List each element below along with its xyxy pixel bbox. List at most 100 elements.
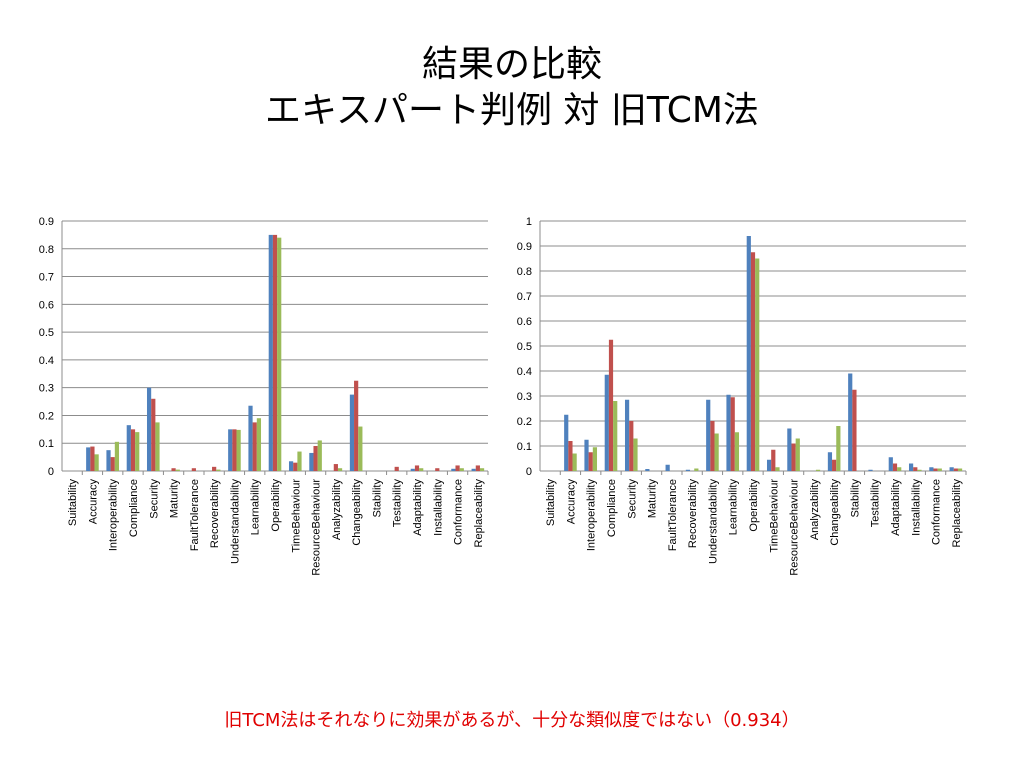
x-tick-label: TimeBehaviour — [290, 479, 302, 553]
y-tick-label: 0 — [48, 466, 54, 478]
x-tick-label: Replaceability — [473, 479, 485, 548]
bar — [171, 468, 176, 471]
bar — [734, 432, 740, 471]
bar — [795, 438, 800, 471]
x-tick-label: Adaptability — [890, 479, 902, 536]
x-tick-label: Stability — [849, 479, 861, 518]
bar — [297, 451, 302, 471]
bar — [937, 468, 942, 471]
bar — [584, 439, 589, 471]
x-tick-label: Security — [148, 479, 160, 519]
y-tick-label: 0.8 — [39, 244, 54, 256]
x-tick-label: Security — [626, 479, 638, 519]
bar — [604, 374, 609, 471]
x-tick-label: Stability — [371, 479, 383, 518]
bar — [710, 421, 715, 471]
conclusion-note: 旧TCM法はそれなりに効果があるが、十分な類似度ではない（0.934） — [224, 710, 800, 731]
bar — [155, 422, 160, 471]
bar — [746, 236, 751, 471]
bar — [114, 441, 120, 471]
y-tick-label: 0.6 — [517, 316, 532, 328]
y-tick-label: 0.5 — [39, 327, 54, 339]
bar — [771, 449, 776, 471]
bar — [888, 457, 893, 471]
bar — [471, 468, 476, 471]
x-tick-label: Installability — [432, 479, 444, 536]
title-line-2: エキスパート判例 対 旧TCM法 — [265, 90, 759, 131]
x-tick-label: Learnability — [728, 479, 740, 536]
bar — [135, 432, 140, 471]
x-tick-label: Analyzability — [331, 479, 343, 541]
bar — [694, 468, 699, 471]
chart-expert-vs-old-tcm-right: 0 0.1 0.2 0.3 0.4 0.5 0.6 0.7 0.8 0.9 1 Suitability… — [517, 216, 967, 576]
bar — [451, 468, 456, 471]
bar — [613, 401, 618, 471]
x-tick-label: Suitability — [67, 479, 79, 527]
bar — [277, 237, 282, 471]
bar — [309, 452, 314, 471]
bar — [791, 443, 796, 471]
chart-expert-vs-old-tcm-left: 0 0.1 0.2 0.3 0.4 0.5 0.6 0.7 0.8 0.9 Suitability A… — [39, 216, 489, 576]
y-tick-label: 0.8 — [517, 266, 532, 278]
bar — [714, 433, 719, 471]
bar — [435, 468, 440, 471]
x-tick-label: Accuracy — [87, 479, 99, 525]
bar — [175, 469, 180, 471]
y-tick-label: 0.9 — [39, 216, 54, 228]
bar — [106, 450, 111, 471]
y-tick-label: 0 — [526, 466, 532, 478]
bar — [288, 461, 294, 471]
bar — [146, 387, 152, 471]
bar — [848, 373, 853, 471]
bar — [852, 389, 857, 471]
bar — [608, 339, 614, 471]
x-tick-label: Testability — [392, 479, 404, 528]
bar — [908, 463, 914, 471]
x-tick-label: Interoperability — [586, 479, 598, 552]
y-tick-label: 0.9 — [517, 241, 532, 253]
x-tick-label: Suitability — [545, 479, 557, 527]
bar — [750, 252, 756, 471]
bar — [394, 466, 399, 471]
bar — [815, 469, 821, 471]
x-tick-label: Conformance — [453, 479, 465, 545]
bar — [268, 234, 273, 471]
bar — [272, 234, 278, 471]
bar — [706, 399, 711, 471]
bar — [126, 425, 131, 471]
x-tick-label: Understandability — [707, 479, 719, 564]
bar — [572, 453, 577, 471]
bar — [897, 467, 902, 471]
x-tick-label: ResourceBehaviour — [789, 479, 801, 576]
y-tick-label: 0.3 — [517, 391, 532, 403]
x-tick-label: Replaceability — [951, 479, 963, 548]
bar — [588, 452, 593, 471]
bar — [358, 426, 363, 471]
bar — [787, 428, 792, 471]
x-tick-label: Changeability — [351, 479, 363, 546]
x-tick-label: Adaptability — [412, 479, 424, 536]
x-tick-label: Changeability — [829, 479, 841, 546]
bar — [730, 397, 735, 471]
bar — [892, 463, 898, 471]
bar — [252, 422, 257, 471]
bar — [232, 429, 237, 471]
bar — [94, 454, 99, 471]
y-tick-label: 0.3 — [39, 383, 54, 395]
bar — [86, 447, 91, 471]
bar — [248, 405, 253, 471]
y-tick-label: 0.7 — [517, 291, 532, 303]
bar — [775, 467, 780, 471]
y-tick-label: 0.5 — [517, 341, 532, 353]
bar — [256, 418, 262, 471]
y-tick-label: 0.1 — [39, 438, 54, 450]
bar — [568, 441, 573, 471]
bar — [212, 466, 217, 471]
bar — [333, 464, 338, 471]
x-tick-label: Understandability — [229, 479, 241, 564]
x-tick-label: ResourceBehaviour — [311, 479, 323, 576]
bar — [337, 468, 343, 471]
bar — [354, 380, 359, 471]
x-tick-label: Accuracy — [565, 479, 577, 525]
bar — [564, 414, 569, 471]
